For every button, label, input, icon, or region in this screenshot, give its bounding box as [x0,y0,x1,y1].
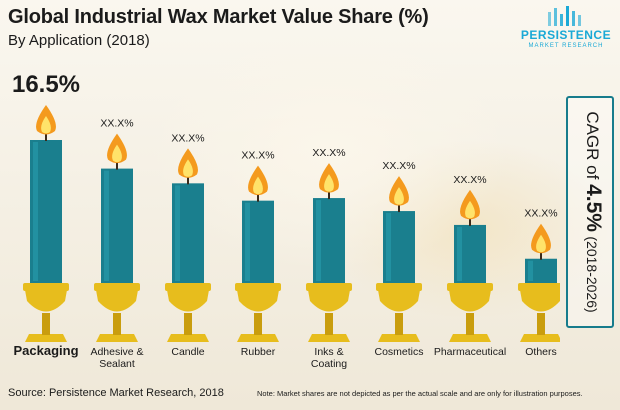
category-label: Cosmetics [374,346,423,358]
holder-cup [237,290,279,312]
cagr-text: CAGR of 4.5% (2018-2026) [575,98,605,326]
holder-cup [520,290,560,312]
wick [398,205,400,213]
logo-tagline: MARKET RESEARCH [528,43,604,49]
candle-bar: 16.5% Packaging [12,71,80,358]
bar-highlight [386,213,391,281]
category-label: Candle [171,346,204,358]
bar-highlight [457,226,462,281]
holder-stem [113,313,121,335]
value-label: XX.X% [382,160,415,172]
holder-cup [449,290,491,312]
holder-stem [325,313,333,335]
category-label: Pharmaceutical [434,346,506,358]
category-label: Others [525,346,557,358]
holder-stem [466,313,474,335]
bar-highlight [245,202,250,281]
holder-rim [518,283,560,291]
category-label: Inks & [314,346,343,358]
category-label: Packaging [13,343,78,358]
category-label: Sealant [99,358,135,370]
holder-rim [447,283,493,291]
flame-inner [324,174,334,192]
candle-bar: XX.X% Inks &Coating [306,147,352,370]
holder-rim [376,283,422,291]
holder-stem [254,313,262,335]
holder-base [449,334,491,342]
holder-stem [42,313,50,335]
value-label: 16.5% [12,71,80,98]
candle-bar: XX.X% Rubber [235,150,281,358]
cagr-value: 4.5% [582,184,605,232]
candle-bar: XX.X% Candle [165,132,211,358]
category-label: Rubber [241,346,276,358]
wick [257,194,259,202]
holder-base [25,334,67,342]
value-label: XX.X% [100,118,133,130]
holder-rim [23,283,69,291]
bar-highlight [33,142,38,281]
holder-stem [537,313,545,335]
flame-inner [112,144,122,163]
wick [469,218,471,226]
candle-bar: XX.X% Cosmetics [374,160,423,358]
holder-cup [167,290,209,312]
flame-inner [41,116,51,134]
flame-inner [536,234,546,253]
holder-base [96,334,138,342]
wick [328,192,330,200]
logo-name: PERSISTENCE [520,28,612,42]
value-label: XX.X% [524,208,557,220]
bar-highlight [175,185,180,281]
category-label: Adhesive & [90,346,143,358]
scale-disclaimer: Note: Market shares are not depicted as … [257,389,583,398]
category-label: Coating [311,358,347,370]
candle-bar: XX.X% Pharmaceutical [434,174,506,358]
cagr-period: (2018-2026) [584,236,600,313]
wick [540,252,542,260]
holder-base [308,334,350,342]
holder-cup [308,290,350,312]
holder-stem [395,313,403,335]
value-label: XX.X% [241,150,274,162]
holder-rim [94,283,140,291]
holder-base [167,334,209,342]
cagr-box: CAGR of 4.5% (2018-2026) [566,96,614,328]
holder-cup [378,290,420,312]
candle-bar: XX.X% Adhesive &Sealant [90,118,143,370]
flame-inner [465,200,475,219]
value-label: XX.X% [453,174,486,186]
holder-base [237,334,279,342]
holder-base [378,334,420,342]
wick [116,162,118,170]
cagr-label: CAGR of [583,111,602,185]
holder-rim [165,283,211,291]
holder-stem [184,313,192,335]
source-note: Source: Persistence Market Research, 201… [8,387,224,399]
candle-bar: XX.X% Others [518,208,560,358]
holder-rim [306,283,352,291]
chart-title: Global Industrial Wax Market Value Share… [8,6,429,28]
bar-highlight [104,170,109,281]
flame-inner [183,159,193,177]
flame-inner [253,176,263,195]
chart-subtitle: By Application (2018) [8,32,150,49]
value-label: XX.X% [171,132,204,144]
holder-cup [25,290,67,312]
logo-mark-icon [548,6,581,26]
value-label: XX.X% [312,147,345,159]
flame-inner [394,187,404,205]
holder-base [520,334,560,342]
company-logo: PERSISTENCE MARKET RESEARCH [518,6,614,60]
wick [187,177,189,185]
wick [45,134,47,141]
bar-highlight [528,260,533,281]
holder-rim [235,283,281,291]
holder-cup [96,290,138,312]
bar-highlight [316,200,321,281]
